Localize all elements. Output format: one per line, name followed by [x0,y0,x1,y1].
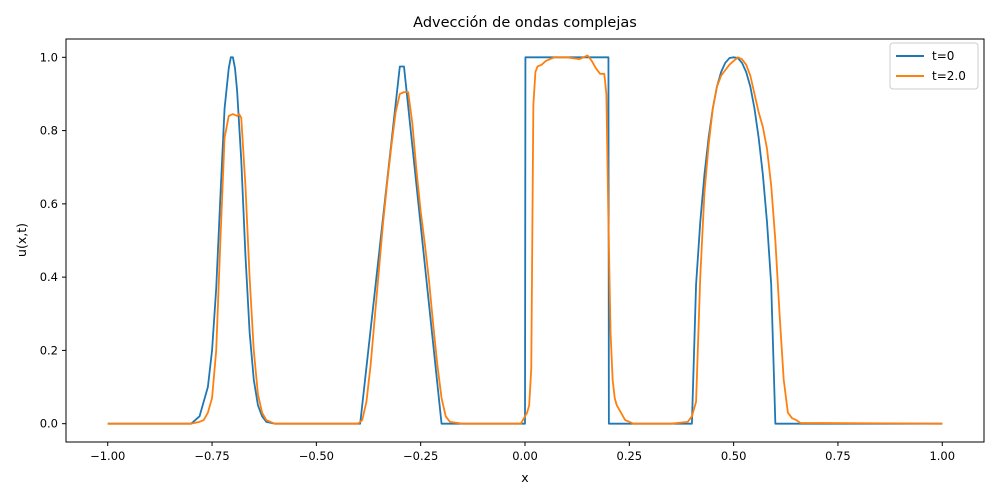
series-layer [107,54,943,425]
y-axis-ticks: 0.0 0.2 0.4 0.6 0.8 1.0 [40,50,66,431]
y-tick-label: 0.6 [40,197,58,211]
x-tick-label: 0.75 [825,449,851,463]
series-line-t2 [107,54,943,425]
x-axis-label: x [521,470,528,485]
legend-label-t2: t=2.0 [932,69,966,83]
legend-item-t2: t=2.0 [896,69,966,83]
x-tick-label: 1.00 [929,449,955,463]
x-tick-label: 0.00 [512,449,538,463]
x-tick-label: 0.25 [617,449,643,463]
x-tick-label: −0.75 [194,449,229,463]
plot-area: −1.00 −0.75 −0.50 −0.25 0.00 0.25 0.50 0.75 1.00… [40,38,985,463]
x-tick-label: −0.25 [403,449,438,463]
legend-item-t0: t=0 [896,49,954,63]
legend-box [889,42,979,90]
y-tick-label: 0.8 [40,124,58,138]
y-tick-label: 1.0 [40,50,58,64]
x-tick-label: −0.50 [299,449,334,463]
legend-label-t0: t=0 [932,49,954,63]
x-tick-label: −1.00 [90,449,125,463]
x-tick-label: 0.50 [721,449,747,463]
chart-title: Advección de ondas complejas [413,15,637,31]
y-axis-label: u(x,t) [14,223,29,257]
legend: t=0 t=2.0 [889,42,979,90]
y-tick-label: 0.0 [40,417,58,431]
y-tick-label: 0.2 [40,343,58,357]
y-tick-label: 0.4 [40,270,58,284]
x-axis-ticks: −1.00 −0.75 −0.50 −0.25 0.00 0.25 0.50 0.75 1.00 [90,442,955,463]
